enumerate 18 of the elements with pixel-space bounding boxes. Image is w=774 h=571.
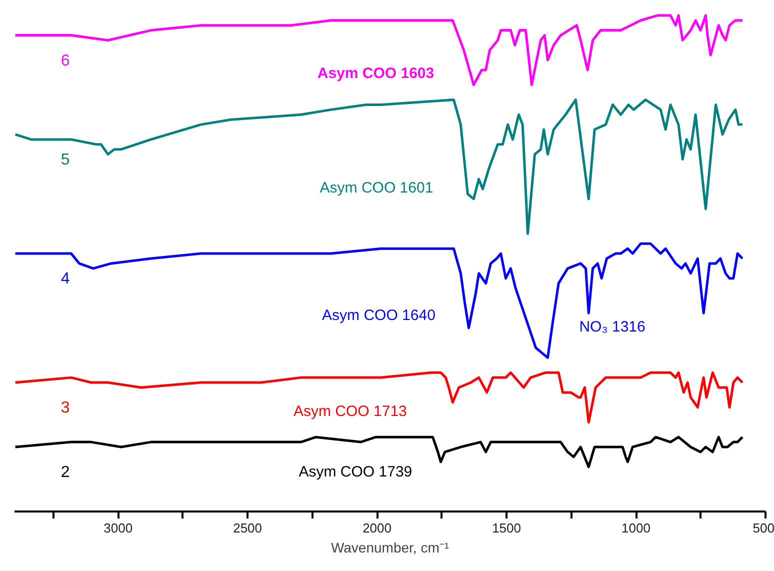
series-label: 3: [60, 400, 70, 417]
annotation: NO₃ 1316: [579, 318, 646, 336]
series-label: 5: [60, 151, 70, 168]
x-tick-label: 1000: [622, 520, 650, 536]
annotation: Asym COO 1601: [320, 180, 434, 197]
series-label: 2: [60, 464, 70, 482]
annotation: Asym COO 1739: [298, 464, 412, 481]
x-tick-label: 2500: [233, 520, 262, 536]
x-tick-label: 3000: [104, 520, 133, 536]
series-label: 6: [60, 52, 70, 70]
annotation: Asym COO 1640: [322, 307, 436, 324]
x-tick-label: 1500: [492, 520, 521, 536]
x-tick-label: 2000: [362, 520, 392, 536]
x-axis-title: Wavenumber, cm⁻¹: [330, 540, 450, 556]
x-tick-label: 500: [752, 520, 774, 536]
series-label: 4: [60, 270, 70, 288]
annotation: Asym COO 1603: [317, 64, 434, 82]
annotation: Asym COO 1713: [294, 402, 407, 420]
